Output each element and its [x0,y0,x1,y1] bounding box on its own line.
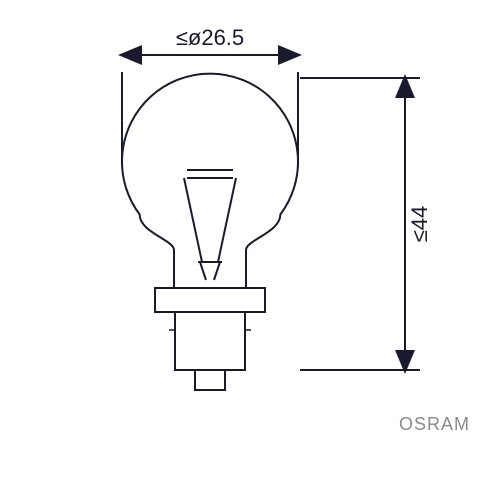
dimension-height-label: ≤44 [407,206,432,243]
diagram-svg: ≤ø26.5 ≤44 OSRAM [0,0,500,500]
dimension-diameter-label: ≤ø26.5 [176,25,244,50]
bulb-filament [184,170,236,280]
bulb-base [155,250,265,390]
bulb-outline [122,74,298,250]
dimension-height [300,78,420,370]
diagram-stage: { "diagram": { "type": "engineering-dime… [0,0,500,500]
dimension-diameter [122,55,298,165]
brand-label: OSRAM [399,414,470,434]
